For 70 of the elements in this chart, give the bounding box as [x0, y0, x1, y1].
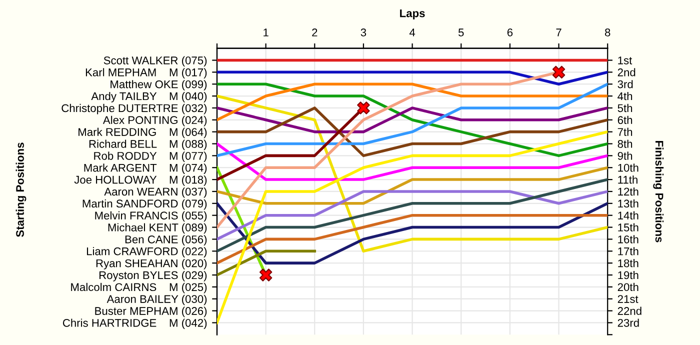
category-label: Liam CRAWFORD (022): [86, 247, 207, 258]
y2-tick-label: 15th: [618, 223, 638, 232]
x-tick-label: 1: [264, 28, 268, 36]
y2-tick-label: 14th: [618, 211, 638, 220]
category-label: Mark ARGENT M (074): [84, 164, 207, 174]
y2-tick-label: 13th: [618, 199, 638, 208]
line-series: [217, 166, 608, 205]
line-series: [217, 142, 608, 181]
category-label: Chris HARTRIDGE M (042): [62, 318, 207, 330]
category-label: Michael KENT (089): [108, 223, 207, 234]
category-label: Andy TAILBY M (040): [91, 92, 207, 102]
line-series: [217, 82, 608, 158]
category-label: Scott WALKER (075): [104, 56, 207, 67]
point: [552, 66, 566, 79]
x-tick-label: 2: [312, 28, 318, 36]
line-series: [217, 190, 608, 241]
category-label: Royston BYLES (029): [99, 270, 207, 282]
text: Starting Positions: [16, 142, 26, 237]
y2-tick-label: 17th: [618, 247, 638, 256]
x-tick-label: 8: [604, 28, 610, 36]
category-label: Mark REDDING M (064): [78, 128, 207, 138]
y2-axis-title: Finishing Positions: [653, 140, 664, 242]
category-label: Buster MEPHAM (026): [95, 306, 207, 318]
y2-tick-label: 6th: [618, 116, 632, 124]
category-label: Martin SANDFORD (079): [82, 199, 207, 210]
line-series: [217, 130, 608, 324]
y2-tick-label: 18th: [618, 259, 638, 268]
y2-tick-label: 12th: [618, 187, 638, 196]
line-series: [217, 94, 608, 253]
y2-tick-label: 11th: [618, 176, 638, 184]
y2-tick-label: 21st: [618, 295, 638, 303]
line-series: [217, 214, 608, 264]
category-label: Matthew OKE (099): [110, 80, 207, 90]
x-tick-label: 5: [458, 28, 464, 36]
y2-tick-label: 22nd: [618, 306, 642, 315]
y2-tick-label: 7th: [618, 128, 632, 136]
category-label: Ryan SHEAHAN (020): [96, 259, 207, 270]
point: [259, 268, 272, 282]
category-label: Melvin FRANCIS (055): [95, 211, 207, 222]
category-label: Aaron BAILEY (030): [106, 294, 207, 306]
y2-tick-label: 9th: [618, 152, 632, 160]
line-series: [217, 106, 608, 158]
y2-tick-label: 1st: [618, 56, 632, 64]
category-label: Karl MEPHAM M (017): [86, 68, 207, 78]
category-label: Richard BELL M (088): [89, 140, 207, 150]
category-label: Malcolm CAIRNS M (025): [71, 282, 207, 294]
category-label: Christophe DUTERTRE (032): [62, 104, 207, 114]
y2-tick-label: 20th: [618, 282, 638, 292]
line-series: [217, 202, 608, 264]
x-tick-label: 3: [360, 28, 366, 36]
y2-tick-label: 5th: [618, 104, 632, 112]
y2-tick-label: 16th: [618, 235, 638, 244]
y2-tick-label: 3rd: [618, 80, 633, 88]
category-label: Joe HOLLOWAY M (018): [74, 176, 207, 186]
line-series: [217, 178, 608, 253]
category-label: Aaron WEARN (037): [104, 187, 207, 198]
x-tick-label: 4: [409, 28, 416, 36]
y2-tick-label: 8th: [618, 140, 632, 148]
category-label: Rob RODDY M (077): [94, 152, 207, 162]
category-label: Ben CANE (056): [125, 235, 207, 246]
y2-tick-label: 23rd: [618, 318, 639, 327]
point: [357, 102, 370, 114]
x-tick-label: 6: [507, 28, 513, 36]
x-axis-title: Laps: [400, 9, 425, 20]
y2-tick-label: 4th: [618, 92, 632, 100]
y2-tick-label: 10th: [618, 164, 638, 172]
y2-tick-label: 2nd: [618, 68, 636, 76]
category-label: Alex PONTING (024): [102, 116, 207, 126]
x-tick-label: 7: [556, 28, 562, 36]
y2-tick-label: 19th: [618, 270, 638, 280]
